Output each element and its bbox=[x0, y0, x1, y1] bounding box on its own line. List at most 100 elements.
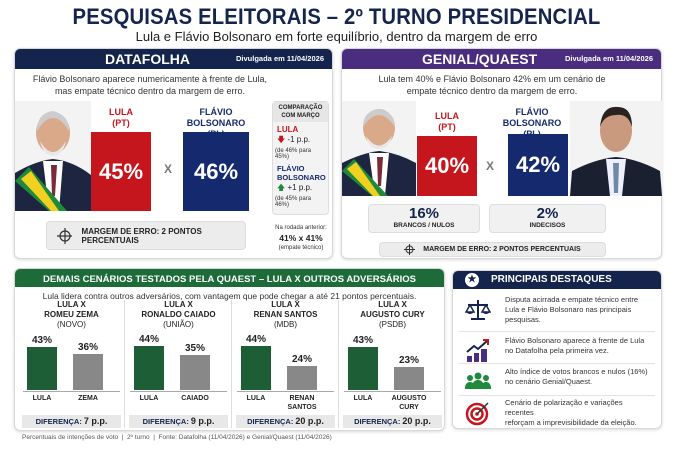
column-divider bbox=[338, 300, 339, 428]
scenario-title-2: RENAN SANTOS bbox=[253, 310, 318, 319]
highlight-text: pesquisas. bbox=[505, 315, 541, 324]
people-icon bbox=[465, 372, 491, 389]
column-divider bbox=[124, 300, 125, 428]
opponent-label-1: ZEMA bbox=[78, 395, 98, 402]
scenarios-header: DEMAIS CENÁRIOS TESTADOS PELA QUAEST – L… bbox=[15, 269, 444, 287]
scenario-title-2: ROMEU ZEMA bbox=[44, 310, 99, 319]
lula-value: 44% bbox=[245, 334, 266, 345]
highlights-title: PRINCIPAIS DESTAQUES bbox=[491, 274, 612, 285]
quaest-lula-name: LULA bbox=[435, 111, 459, 121]
comparison-lula-name: LULA bbox=[277, 125, 299, 134]
datafolha-margin-box: MARGEM DE ERRO: 2 PONTOS PERCENTUAIS bbox=[46, 221, 246, 250]
axis-line bbox=[344, 391, 441, 392]
lula-label: LULA bbox=[353, 395, 373, 402]
opponent-value: 35% bbox=[184, 343, 205, 354]
chart-up-icon bbox=[466, 339, 489, 362]
quaest-desc-1: Lula tem 40% e Flávio Bolsonaro 42% em u… bbox=[378, 74, 606, 84]
comparison-title-2: COM MARÇO bbox=[281, 113, 320, 119]
lula-bar bbox=[27, 347, 57, 390]
lula-bar bbox=[134, 346, 164, 390]
highlight-text: Disputa acirrada e empate técnico entre bbox=[505, 295, 638, 304]
axis-line bbox=[130, 391, 227, 392]
lula-bar bbox=[348, 347, 378, 390]
difference-label: DIFERENÇA: bbox=[354, 417, 401, 426]
difference-value: 9 p.p. bbox=[190, 416, 215, 426]
quaest-desc-2: empate técnico dentro da margem de erro. bbox=[406, 86, 578, 96]
lula-bar bbox=[241, 346, 271, 390]
highlights-card: ★ PRINCIPAIS DESTAQUES Disputa acirrada … bbox=[452, 270, 662, 429]
scenario-title-1: LULA X bbox=[57, 300, 86, 309]
datafolha-margin-text: MARGEM DE ERRO: 2 PONTOS PERCENTUAIS bbox=[81, 226, 202, 245]
crosshair-icon bbox=[404, 244, 416, 255]
comparison-flavio-name-1: FLÁVIO bbox=[277, 164, 305, 173]
lula-value: 44% bbox=[138, 334, 159, 345]
divider bbox=[459, 395, 655, 396]
difference-value: 20 p.p. bbox=[295, 416, 324, 426]
blank-null-value: 16% bbox=[408, 205, 440, 222]
blank-null-box: 16% BRANCOS / NULOS bbox=[368, 204, 480, 233]
comparison-flavio-name-2: BOLSONARO bbox=[277, 173, 326, 182]
difference-box: DIFERENÇA: 7 p.p. bbox=[22, 415, 121, 428]
divider bbox=[459, 331, 655, 332]
undecided-label: INDECISOS bbox=[529, 222, 566, 229]
undecided-box: 2% INDECISOS bbox=[489, 204, 606, 233]
lula-photo bbox=[15, 101, 91, 211]
opponent-value: 23% bbox=[398, 355, 419, 366]
scenario-party: (PSDB) bbox=[378, 320, 407, 329]
lula-label: LULA bbox=[139, 395, 159, 402]
scenario-party: (UNIÃO) bbox=[163, 320, 194, 329]
lula-photo bbox=[342, 101, 416, 196]
difference-box: DIFERENÇA: 20 p.p. bbox=[236, 415, 335, 428]
quaest-lula-bar: 40% bbox=[417, 136, 477, 196]
difference-value: 20 p.p. bbox=[402, 416, 431, 426]
comparison-title-1: COMPARAÇÃO bbox=[278, 105, 323, 111]
highlight-text: Flávio Bolsonaro aparece à frente de Lul… bbox=[505, 336, 645, 345]
opponent-bar bbox=[73, 354, 103, 390]
quaest-margin-box: MARGEM DE ERRO: 2 PONTOS PERCENTUAIS bbox=[379, 242, 606, 257]
scenarios-desc: Lula lidera contra outros adversários, c… bbox=[42, 291, 417, 301]
previous-value: 41% x 41% bbox=[279, 233, 323, 243]
comparison-box: COMPARAÇÃO COM MARÇO LULA 🡇 -1 p.p. (de … bbox=[272, 101, 329, 215]
scenario-column: LULA X RENAN SANTOS (MDB) 44% 24% LULA REN… bbox=[232, 300, 339, 430]
highlight-text: Alto índice de votos brancos e nulos (16… bbox=[505, 367, 648, 376]
previous-note: (empate técnico) bbox=[278, 245, 324, 251]
comparison-flavio-change: +1 p.p. bbox=[287, 183, 313, 192]
undecided-value: 2% bbox=[536, 205, 559, 222]
quaest-card: GENIAL/QUAEST Divulgada em 11/04/2026 Lu… bbox=[341, 48, 662, 259]
opponent-label-2: SANTOS bbox=[287, 404, 317, 411]
difference-value: 7 p.p. bbox=[83, 416, 108, 426]
opponent-bar bbox=[180, 355, 210, 390]
previous-label: Na rodada anterior: bbox=[275, 225, 327, 231]
scenario-title-1: LULA X bbox=[271, 300, 300, 309]
quaest-header: GENIAL/QUAEST Divulgada em 11/04/2026 bbox=[342, 49, 661, 69]
blank-null-label: BRANCOS / NULOS bbox=[393, 222, 455, 229]
highlight-text: no cenário Genial/Quaest. bbox=[505, 377, 593, 386]
page-title: PESQUISAS ELEITORAIS – 2º TURNO PRESIDEN… bbox=[72, 4, 601, 29]
arrow-down-icon: 🡇 bbox=[277, 135, 286, 144]
datafolha-title: DATAFOLHA bbox=[105, 51, 191, 67]
datafolha-date: Divulgada em 11/04/2026 bbox=[236, 54, 324, 63]
opponent-label-1: AUGUSTO bbox=[391, 395, 427, 402]
quaest-flavio-name: FLÁVIO BOLSONARO bbox=[502, 107, 562, 128]
target-icon bbox=[465, 402, 489, 426]
datafolha-flavio-bar: 46% bbox=[183, 132, 249, 211]
opponent-label-2: CURY bbox=[399, 404, 419, 411]
datafolha-desc-1: Flávio Bolsonaro aparece numericamente à… bbox=[32, 74, 268, 84]
highlight-item: Cenário de polarização e variações recen… bbox=[463, 398, 651, 428]
quaest-vs: X bbox=[486, 159, 495, 173]
scenario-title-1: LULA X bbox=[164, 300, 193, 309]
quaest-lula-party: (PT) bbox=[438, 122, 456, 132]
datafolha-card: DATAFOLHA Divulgada em 11/04/2026 Flávio… bbox=[14, 48, 333, 259]
opponent-label-1: CAIADO bbox=[181, 395, 209, 402]
datafolha-desc-2: mas empate técnico dentro da margem de e… bbox=[54, 86, 246, 96]
column-divider bbox=[231, 300, 232, 428]
difference-label: DIFERENÇA: bbox=[142, 417, 189, 426]
highlight-text: reforçam a imprevisibilidade da eleição. bbox=[505, 418, 637, 427]
highlight-item: Disputa acirrada e empate técnico entre L… bbox=[463, 295, 651, 325]
comparison-lula-change: -1 p.p. bbox=[287, 135, 311, 144]
scenario-party: (MDB) bbox=[273, 320, 298, 329]
opponent-bar bbox=[394, 367, 424, 390]
scenarios-card: DEMAIS CENÁRIOS TESTADOS PELA QUAEST – L… bbox=[14, 268, 445, 431]
lula-value: 43% bbox=[31, 335, 52, 346]
page-subtitle: Lula e Flávio Bolsonaro em forte equilíb… bbox=[135, 29, 538, 44]
